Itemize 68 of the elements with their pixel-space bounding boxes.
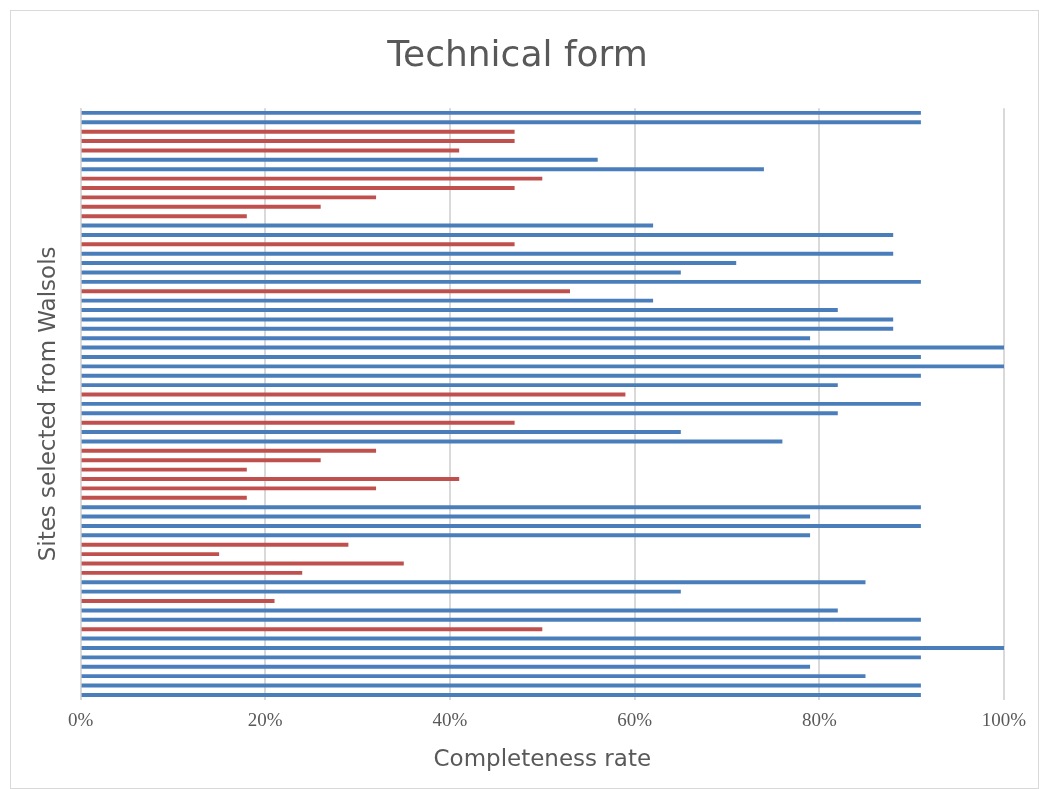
bar <box>81 129 515 134</box>
bar <box>81 674 866 679</box>
bar <box>81 251 894 256</box>
x-tick-label: 60% <box>617 708 653 730</box>
bar <box>81 261 737 266</box>
x-tick-label: 20% <box>247 708 283 730</box>
bar <box>81 411 838 416</box>
bar <box>81 542 349 547</box>
bar <box>81 458 321 463</box>
bar <box>81 204 321 209</box>
bar <box>81 336 811 341</box>
x-tick-label: 0% <box>67 708 94 730</box>
bar <box>81 308 838 312</box>
bar <box>81 242 515 247</box>
bar <box>81 617 921 622</box>
bar <box>81 608 838 613</box>
bar <box>81 317 894 322</box>
bar <box>81 157 598 162</box>
bar <box>81 636 921 641</box>
bar <box>81 148 460 153</box>
bar <box>81 345 1004 350</box>
bar <box>81 646 1004 650</box>
bar <box>81 505 921 510</box>
bar <box>81 120 921 125</box>
bar <box>81 599 275 604</box>
x-axis-title: Completeness rate <box>433 745 652 772</box>
chart-title: Technical form <box>386 32 648 74</box>
bar <box>81 467 247 472</box>
bar <box>81 214 247 219</box>
bar <box>81 430 681 435</box>
bar <box>81 448 377 453</box>
bar <box>81 655 921 660</box>
bar <box>81 176 543 181</box>
x-tick-label: 40% <box>432 708 468 730</box>
bar <box>81 354 921 359</box>
bar <box>81 167 764 172</box>
bar <box>81 692 921 697</box>
bar <box>81 232 894 237</box>
bar <box>81 523 921 528</box>
bar <box>81 420 515 425</box>
bar <box>81 495 247 500</box>
bar <box>81 326 894 331</box>
bar <box>81 110 921 115</box>
bar <box>81 195 377 200</box>
bar <box>81 570 303 575</box>
bar <box>81 289 570 294</box>
bar <box>81 139 515 144</box>
bar <box>81 580 866 585</box>
bar <box>81 439 783 444</box>
bar <box>81 514 811 519</box>
bar <box>81 533 811 538</box>
bar <box>81 364 1004 369</box>
bar <box>81 486 377 491</box>
y-axis-title: Sites selected from Walsols <box>33 246 60 562</box>
bar <box>81 279 921 284</box>
x-tick-label: 100% <box>981 708 1027 730</box>
bar <box>81 589 681 594</box>
bar <box>81 223 654 228</box>
bar <box>81 383 838 388</box>
bar <box>81 664 811 669</box>
x-tick-label: 80% <box>801 708 837 730</box>
bar <box>81 401 921 406</box>
bar <box>81 298 654 303</box>
bar <box>81 373 921 378</box>
bar <box>81 186 515 190</box>
bar <box>81 552 220 557</box>
bar <box>81 477 460 481</box>
bar <box>81 627 543 632</box>
